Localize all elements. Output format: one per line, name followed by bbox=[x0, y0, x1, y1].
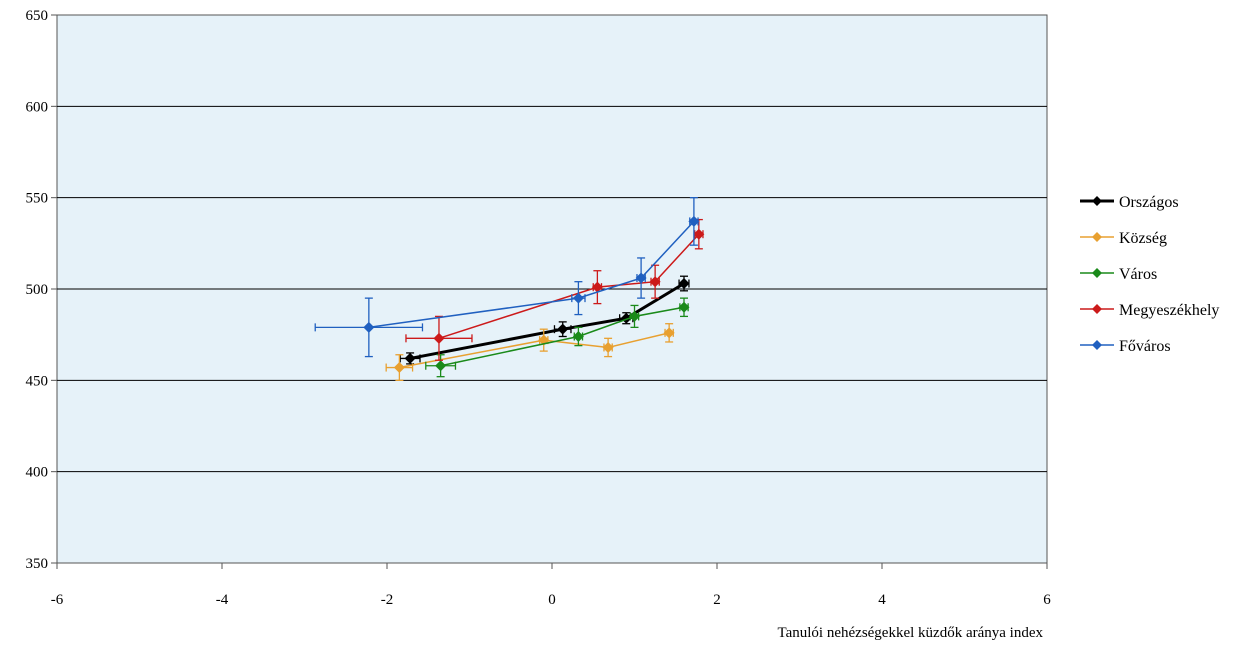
legend-label: Országos bbox=[1119, 194, 1179, 211]
series-line bbox=[399, 332, 670, 369]
data-point bbox=[678, 301, 690, 313]
data-point bbox=[678, 278, 690, 290]
legend-label: Megyeszékhely bbox=[1119, 302, 1219, 319]
data-point bbox=[572, 292, 584, 304]
data-point bbox=[557, 323, 569, 335]
data-point bbox=[688, 215, 700, 227]
data-point bbox=[572, 330, 584, 342]
series-Megyeszékhely bbox=[405, 218, 705, 361]
series-line bbox=[368, 220, 695, 329]
grid-lines bbox=[57, 105, 1047, 473]
data-point bbox=[635, 272, 647, 284]
legend-swatch-marker bbox=[1092, 268, 1102, 278]
data-point bbox=[393, 362, 405, 374]
legend-label: Város bbox=[1119, 266, 1157, 283]
data-point bbox=[663, 327, 675, 339]
x-tick-label: -4 bbox=[216, 592, 229, 608]
x-tick-label: 2 bbox=[713, 592, 721, 608]
legend-swatch-marker bbox=[1092, 196, 1102, 206]
series-Főváros bbox=[314, 197, 700, 358]
y-tick-label: 500 bbox=[26, 282, 49, 298]
legend-swatch-marker bbox=[1092, 232, 1102, 242]
x-tick-label: -6 bbox=[51, 592, 64, 608]
x-tick-label: -2 bbox=[381, 592, 394, 608]
legend: Országos Község Város Megyeszékhely Főváros bbox=[1080, 194, 1219, 355]
data-point bbox=[404, 352, 416, 364]
series-line bbox=[438, 233, 700, 340]
x-tick-label: 4 bbox=[878, 592, 886, 608]
y-tick-label: 450 bbox=[26, 373, 49, 389]
y-tick-label: 400 bbox=[26, 465, 49, 481]
legend-item: Község bbox=[1080, 230, 1167, 247]
series-line bbox=[409, 282, 685, 360]
series-layer bbox=[314, 197, 705, 381]
legend-swatch-marker bbox=[1092, 304, 1102, 314]
y-tick-label: 550 bbox=[26, 191, 49, 207]
data-point bbox=[591, 281, 603, 293]
x-tick-label: 0 bbox=[548, 592, 556, 608]
data-point bbox=[693, 228, 705, 240]
legend-item: Megyeszékhely bbox=[1080, 302, 1219, 319]
data-point bbox=[602, 341, 614, 353]
x-axis: -6 -4 -2 0 2 4 6 bbox=[51, 563, 1051, 608]
x-axis-label: Tanulói nehézségekkel küzdők aránya inde… bbox=[777, 625, 1043, 641]
legend-item: Főváros bbox=[1080, 338, 1171, 355]
series-line bbox=[440, 306, 685, 367]
legend-swatch-marker bbox=[1092, 340, 1102, 350]
legend-label: Község bbox=[1119, 230, 1167, 247]
y-axis: 350 400 450 500 550 600 650 bbox=[26, 8, 57, 572]
data-point bbox=[433, 332, 445, 344]
data-point bbox=[649, 276, 661, 288]
y-tick-label: 350 bbox=[26, 556, 49, 572]
x-tick-label: 6 bbox=[1043, 592, 1051, 608]
data-point bbox=[363, 321, 375, 333]
y-tick-label: 600 bbox=[26, 99, 49, 115]
legend-item: Város bbox=[1080, 266, 1157, 283]
series-Város bbox=[425, 297, 690, 378]
y-tick-label: 650 bbox=[26, 8, 49, 24]
data-point bbox=[629, 310, 640, 322]
data-point bbox=[435, 360, 447, 372]
legend-label: Főváros bbox=[1119, 338, 1171, 355]
legend-item: Országos bbox=[1080, 194, 1179, 211]
